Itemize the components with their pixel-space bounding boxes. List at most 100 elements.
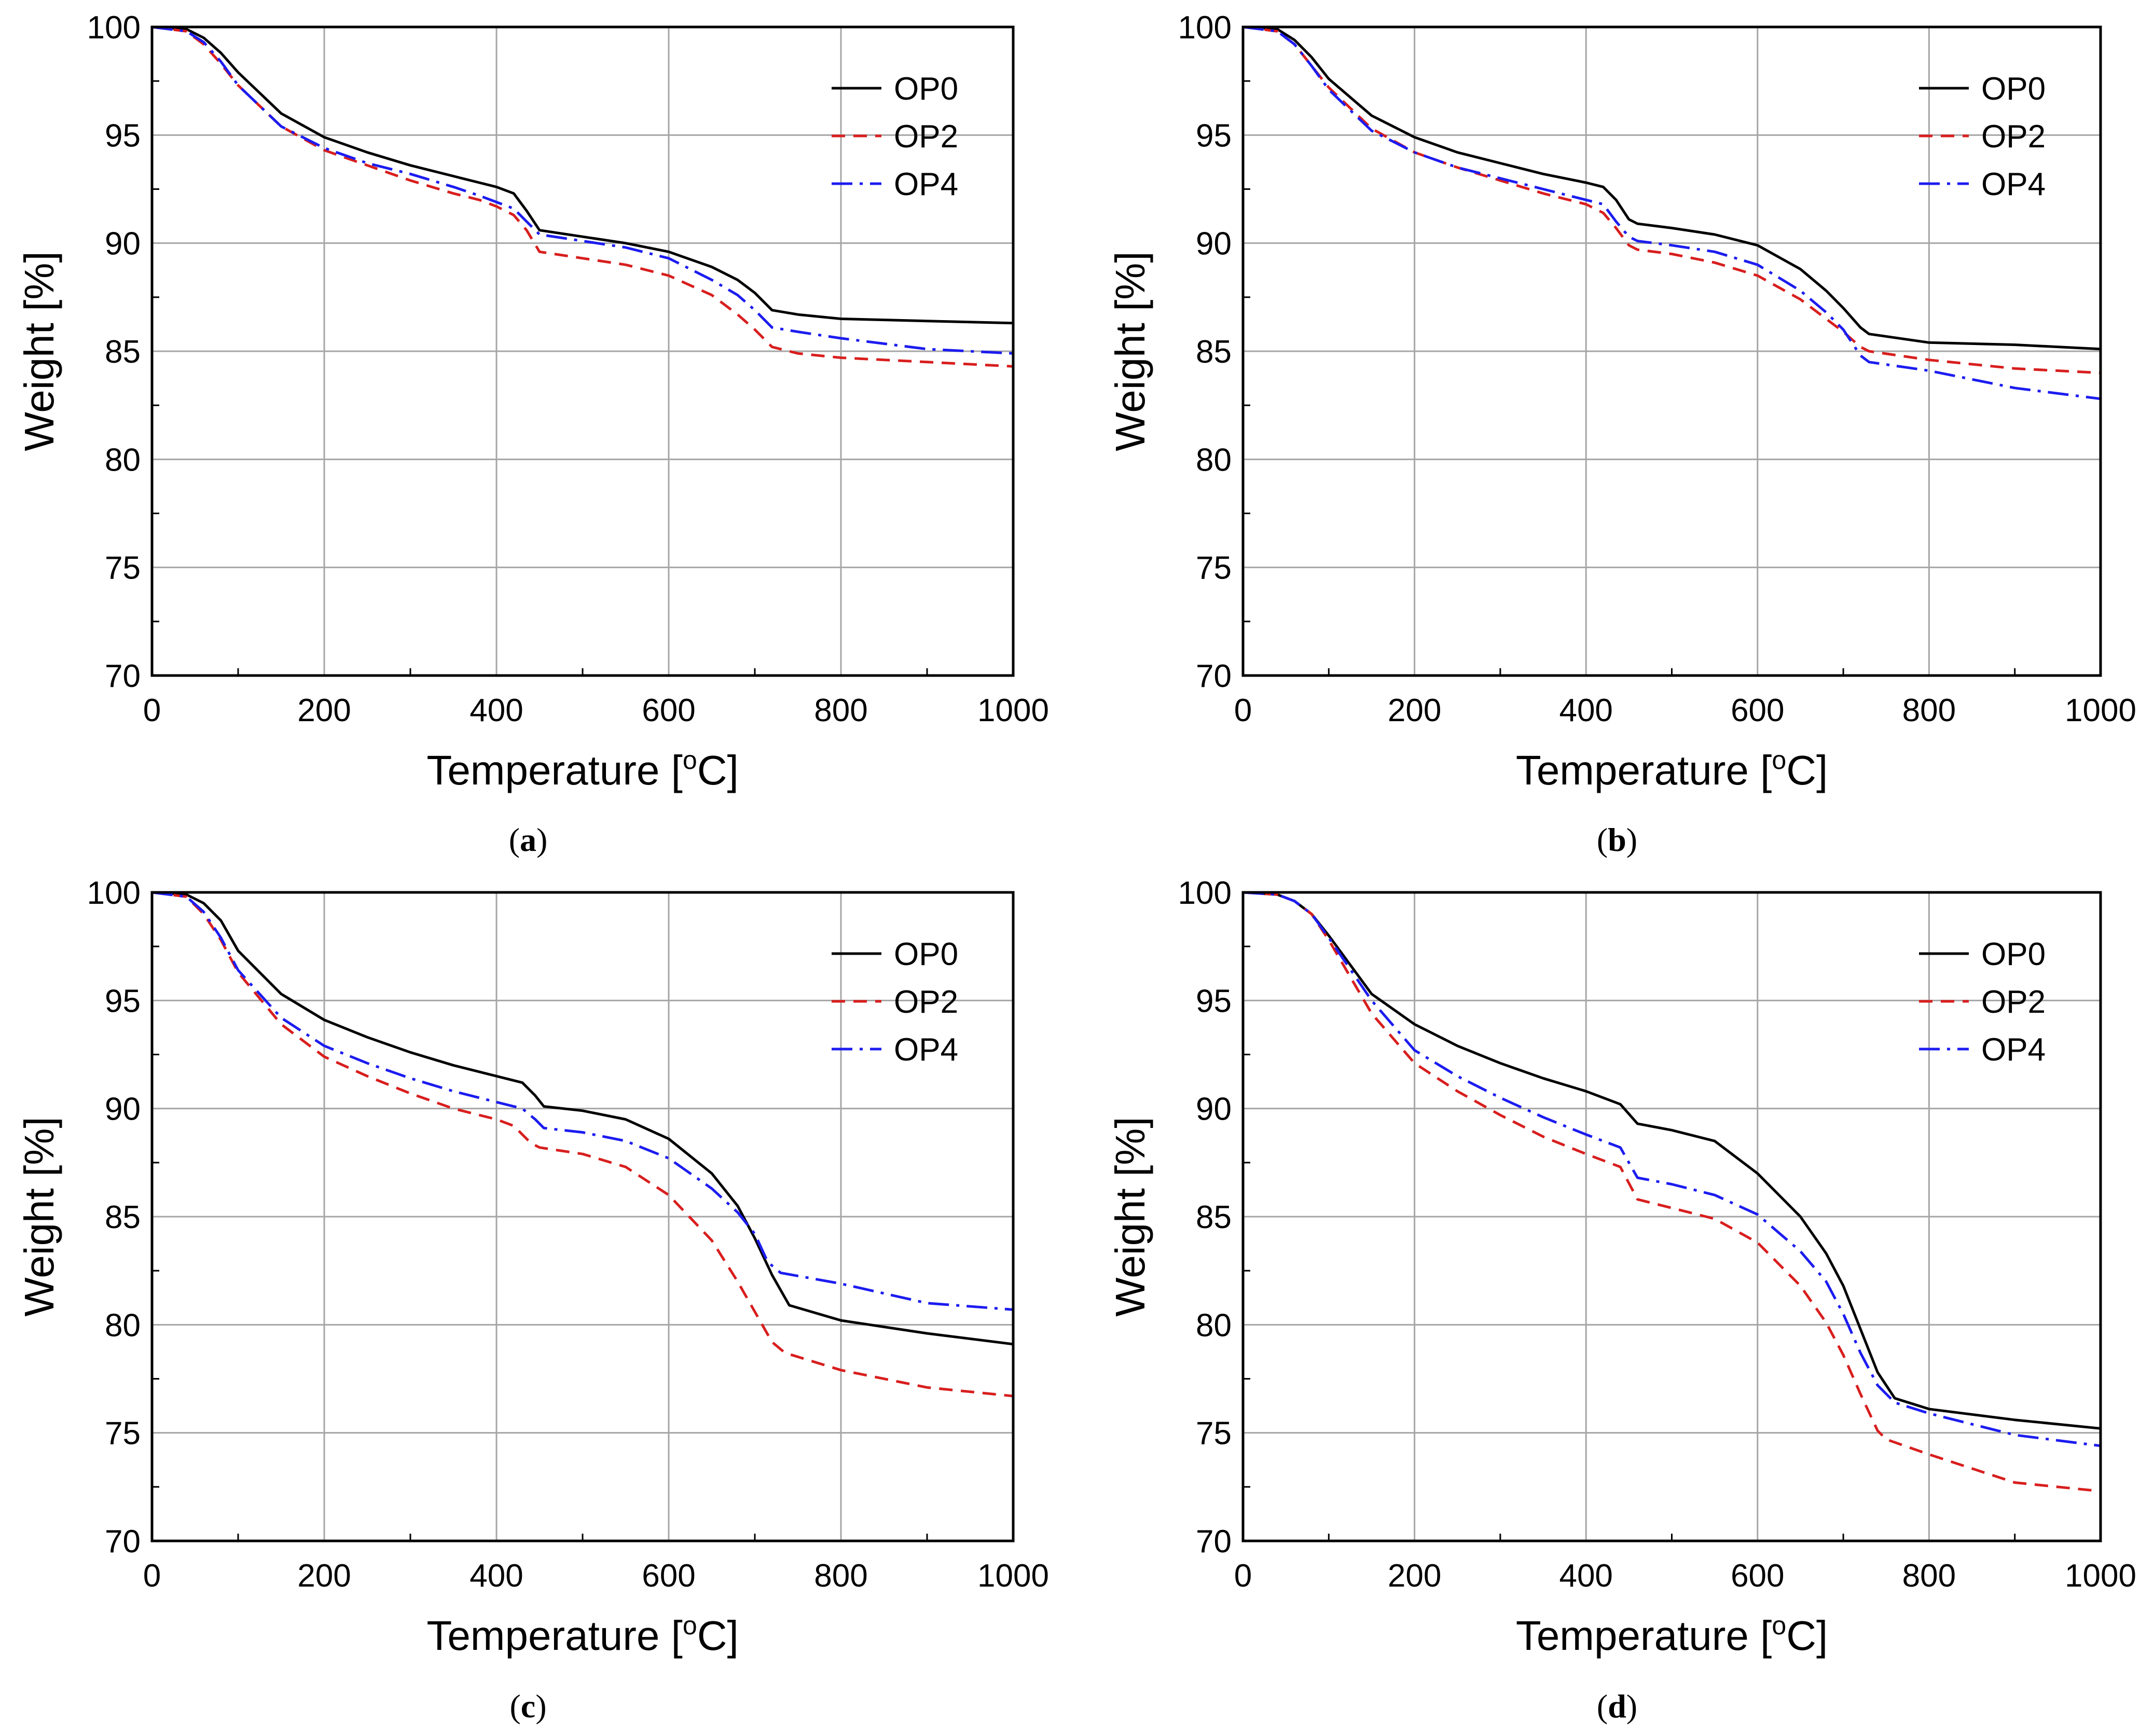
x-tick-label: 600: [642, 693, 695, 728]
x-axis-label: Temperature [oC]: [426, 746, 738, 793]
series-line-op2: [151, 25, 1014, 368]
series-line-op4: [1242, 891, 2101, 1448]
y-tick-label: 75: [1196, 1416, 1232, 1452]
y-tick-label: 100: [87, 875, 141, 911]
y-tick-label: 90: [105, 226, 141, 262]
series-line-op2: [1242, 25, 2101, 375]
caption-letter: b: [1608, 821, 1626, 858]
series-line-op0: [151, 891, 1014, 1346]
caption-open: (: [509, 821, 520, 858]
series-line-op2: [151, 891, 1014, 1398]
caption-letter: d: [1608, 1688, 1626, 1725]
x-axis-label-unit: C]: [1786, 1613, 1828, 1659]
x-tick-label: 200: [297, 693, 351, 728]
legend-label-op4: OP4: [1981, 1032, 2046, 1068]
x-tick-label: 1000: [977, 693, 1049, 728]
y-tick-label: 70: [1196, 1524, 1232, 1560]
y-tick-label: 80: [105, 1307, 141, 1343]
chart-panel-c: 0 200 400 600 800 1000 70 75 80 85 90 95 100 Temperat…: [16, 875, 1049, 1725]
x-tick-label: 0: [1234, 1558, 1252, 1594]
caption-close: ): [1626, 1688, 1637, 1725]
x-tick-label: 200: [297, 1558, 351, 1594]
series-line-op4: [151, 25, 1014, 355]
legend-label-op2: OP2: [894, 119, 958, 155]
caption-letter: c: [521, 1688, 535, 1725]
y-tick-label: 75: [1196, 550, 1232, 586]
x-tick-label: 1000: [977, 1558, 1049, 1594]
y-tick-label: 100: [87, 10, 141, 46]
caption-open: (: [1597, 821, 1608, 858]
plot-frame: [1241, 25, 2102, 677]
y-tick-label: 85: [1196, 334, 1232, 370]
series-line-op4: [151, 891, 1014, 1311]
y-tick-label: 85: [105, 1200, 141, 1235]
y-tick-label: 80: [1196, 1307, 1232, 1343]
x-tick-label: 0: [143, 693, 161, 728]
x-axis-label-degree: o: [683, 746, 697, 775]
series-line-op4: [1242, 25, 2101, 401]
y-tick-label: 80: [1196, 442, 1232, 478]
legend-label-op4: OP4: [1981, 167, 2046, 202]
caption-open: (: [509, 1688, 520, 1725]
y-tick-label: 90: [1196, 1092, 1232, 1127]
legend-label-op0: OP0: [894, 71, 958, 107]
y-tick-label: 70: [105, 1524, 141, 1560]
caption-close: ): [535, 1688, 546, 1725]
x-tick-label: 600: [642, 1558, 695, 1594]
x-axis-label-main: Temperature [: [1516, 747, 1772, 793]
x-tick-label: 400: [1559, 693, 1612, 728]
y-tick-label: 80: [105, 442, 141, 478]
x-tick-label: 400: [470, 693, 523, 728]
y-tick-label: 100: [1178, 875, 1232, 911]
legend-label-op2: OP2: [894, 984, 958, 1020]
series-line-op0: [1242, 25, 2101, 351]
caption-open: (: [1597, 1688, 1608, 1725]
x-tick-label: 600: [1731, 693, 1784, 728]
caption-letter: a: [520, 821, 536, 858]
x-axis-label-unit: C]: [697, 747, 739, 793]
legend-label-op2: OP2: [1981, 119, 2046, 155]
legend-label-op0: OP0: [894, 936, 958, 972]
y-tick-label: 90: [105, 1092, 141, 1127]
x-axis-label-main: Temperature [: [426, 1613, 683, 1659]
y-tick-label: 95: [105, 983, 141, 1019]
y-tick-label: 95: [105, 118, 141, 154]
x-axis-label-degree: o: [1772, 1611, 1786, 1640]
y-axis-label: Weight [%]: [16, 1117, 62, 1316]
y-tick-label: 95: [1196, 118, 1232, 154]
y-axis-label: Weight [%]: [1107, 251, 1153, 451]
x-axis-label-unit: C]: [1786, 747, 1828, 793]
x-tick-label: 800: [814, 693, 867, 728]
x-tick-label: 0: [1234, 693, 1252, 728]
y-axis-label: Weight [%]: [16, 251, 62, 451]
caption-close: ): [536, 821, 547, 858]
legend-label-op4: OP4: [894, 1032, 958, 1068]
x-axis-label-degree: o: [1772, 746, 1786, 775]
x-tick-label: 200: [1388, 693, 1441, 728]
x-tick-label: 400: [1559, 1558, 1612, 1594]
x-tick-label: 400: [470, 1558, 523, 1594]
caption-close: ): [1626, 821, 1637, 858]
x-tick-label: 800: [1902, 1558, 1956, 1594]
x-axis-label: Temperature [oC]: [426, 1611, 738, 1659]
y-tick-label: 75: [105, 550, 141, 586]
y-tick-label: 70: [1196, 658, 1232, 694]
panel-caption: (c): [509, 1688, 546, 1725]
legend-label-op0: OP0: [1981, 71, 2046, 107]
y-tick-label: 70: [105, 658, 141, 694]
legend-label-op2: OP2: [1981, 984, 2046, 1020]
x-tick-label: 200: [1388, 1558, 1441, 1594]
x-axis-label-unit: C]: [697, 1613, 739, 1659]
y-tick-label: 75: [105, 1416, 141, 1452]
plot-frame: [150, 25, 1015, 677]
x-tick-label: 1000: [2065, 1558, 2136, 1594]
y-tick-label: 95: [1196, 983, 1232, 1019]
y-tick-label: 90: [1196, 226, 1232, 262]
x-tick-label: 0: [143, 1558, 161, 1594]
x-tick-label: 600: [1731, 1558, 1784, 1594]
series-line-op0: [151, 25, 1014, 325]
panel-caption: (a): [509, 821, 548, 858]
x-axis-label-main: Temperature [: [1516, 1613, 1772, 1659]
y-tick-label: 85: [105, 334, 141, 370]
